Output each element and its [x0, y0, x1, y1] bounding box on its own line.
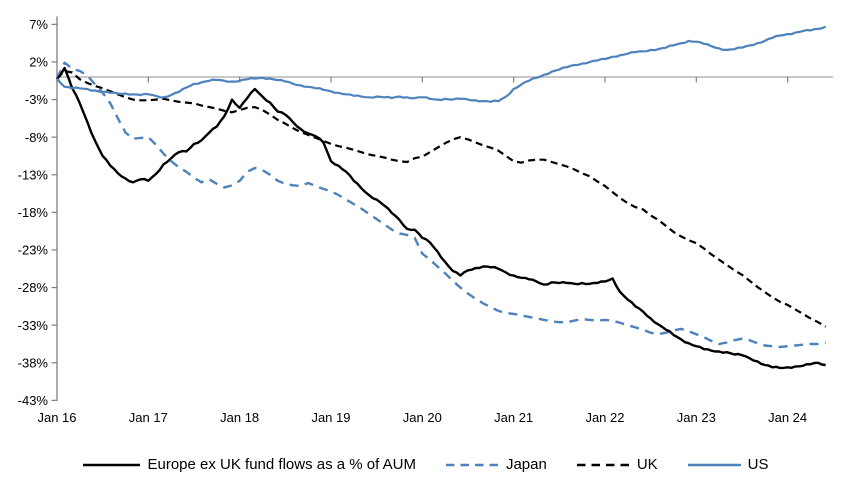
legend-label-europe_ex_uk: Europe ex UK fund flows as a % of AUM: [147, 456, 416, 473]
legend-label-us: US: [747, 456, 769, 473]
y-axis-tick-label: -33%: [18, 318, 49, 333]
y-axis-tick-label: 7%: [29, 17, 48, 32]
legend-label-japan: Japan: [505, 456, 547, 473]
y-axis-tick-label: -43%: [18, 393, 49, 408]
y-axis-tick-label: -23%: [18, 243, 49, 258]
chart-legend: Europe ex UK fund flows as a % of AUM Jap…: [0, 434, 852, 473]
y-axis-tick-label: -13%: [18, 167, 49, 182]
series-line-us: [56, 25, 827, 103]
y-axis-tick-label: 2%: [29, 55, 48, 70]
x-axis-tick-label: Jan 23: [677, 410, 716, 425]
x-axis-tick-label: Jan 19: [311, 410, 350, 425]
y-axis-tick-label: -18%: [18, 205, 49, 220]
y-axis-tick-label: -3%: [25, 92, 49, 107]
legend-line-sample-europe_ex_uk: [83, 463, 141, 466]
series-line-europe_ex_uk: [56, 66, 826, 370]
chart-plot-area: Jan 16 Jan 17 Jan 18 Jan 19 Jan 20 Jan 21 Jan …: [18, 16, 833, 425]
legend-item-us: US: [687, 456, 769, 473]
x-axis-tick-label: Jan 20: [403, 410, 442, 425]
series-line-uk: [56, 69, 827, 328]
legend-line-sample-uk: [576, 463, 630, 466]
y-axis-tick-label: -28%: [18, 280, 49, 295]
x-axis-tick-label: Jan 22: [585, 410, 624, 425]
x-axis-tick-label: Jan 24: [768, 410, 807, 425]
x-axis-tick-label: Jan 16: [37, 410, 76, 425]
legend-line-sample-us: [687, 463, 741, 466]
y-axis-tick-label: -38%: [18, 355, 49, 370]
x-axis-tick-label: Jan 18: [220, 410, 259, 425]
x-axis-tick-label: Jan 17: [129, 410, 168, 425]
series-line-japan: [55, 61, 826, 349]
legend-item-japan: Japan: [445, 456, 547, 473]
y-axis-tick-label: -8%: [25, 130, 49, 145]
legend-item-uk: UK: [576, 456, 658, 473]
legend-line-sample-japan: [445, 463, 499, 466]
legend-item-europe_ex_uk: Europe ex UK fund flows as a % of AUM: [83, 456, 416, 473]
legend-label-uk: UK: [636, 456, 658, 473]
x-axis-tick-label: Jan 21: [494, 410, 533, 425]
